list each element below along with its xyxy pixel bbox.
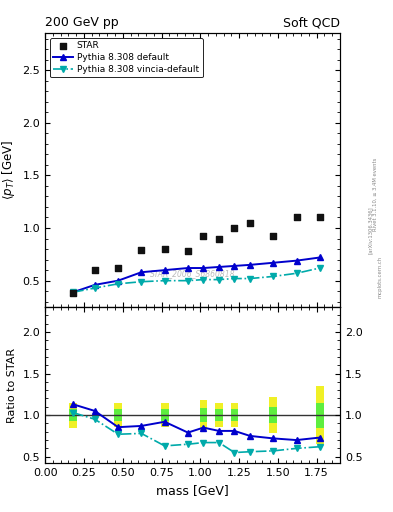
Pythia 8.308 default	[201, 265, 206, 271]
Pythia 8.308 default	[318, 254, 322, 261]
Pythia 8.308 vincia-default	[185, 278, 190, 284]
STAR	[115, 264, 121, 272]
Pythia 8.308 default	[71, 289, 75, 295]
Pythia 8.308 vincia-default	[318, 265, 322, 271]
Pythia 8.308 default	[116, 278, 121, 284]
Line: Pythia 8.308 vincia-default: Pythia 8.308 vincia-default	[70, 265, 323, 295]
Text: 200 GeV pp: 200 GeV pp	[45, 16, 119, 29]
STAR	[185, 247, 191, 255]
X-axis label: mass [GeV]: mass [GeV]	[156, 484, 229, 497]
Pythia 8.308 default	[217, 264, 221, 270]
STAR	[317, 214, 323, 222]
STAR	[138, 246, 145, 254]
Pythia 8.308 default	[185, 265, 190, 271]
Text: STAR_2006_S6860818: STAR_2006_S6860818	[150, 270, 235, 279]
Text: Rivet 3.1.10, ≥ 3.4M events: Rivet 3.1.10, ≥ 3.4M events	[373, 158, 378, 231]
Pythia 8.308 default	[139, 269, 144, 275]
Text: Soft QCD: Soft QCD	[283, 16, 340, 29]
Pythia 8.308 default	[248, 262, 252, 268]
STAR	[162, 245, 168, 253]
STAR	[70, 289, 76, 297]
Pythia 8.308 default	[162, 267, 167, 273]
Text: mcplots.cern.ch: mcplots.cern.ch	[378, 255, 383, 297]
STAR	[200, 232, 207, 241]
STAR	[270, 232, 276, 241]
Y-axis label: $\langle p_T \rangle$ [GeV]: $\langle p_T \rangle$ [GeV]	[0, 140, 17, 200]
STAR	[231, 224, 238, 232]
Pythia 8.308 vincia-default	[92, 285, 97, 291]
Pythia 8.308 vincia-default	[162, 278, 167, 284]
Pythia 8.308 vincia-default	[271, 273, 275, 280]
Y-axis label: Ratio to STAR: Ratio to STAR	[7, 348, 17, 423]
Pythia 8.308 default	[294, 258, 299, 264]
Text: [arXiv:1306.3436]: [arXiv:1306.3436]	[368, 206, 373, 254]
STAR	[293, 214, 299, 222]
STAR	[92, 266, 98, 274]
STAR	[247, 219, 253, 227]
Pythia 8.308 default	[92, 282, 97, 288]
Pythia 8.308 vincia-default	[217, 276, 221, 283]
Pythia 8.308 default	[232, 263, 237, 269]
Pythia 8.308 vincia-default	[139, 279, 144, 285]
Legend: STAR, Pythia 8.308 default, Pythia 8.308 vincia-default: STAR, Pythia 8.308 default, Pythia 8.308…	[50, 38, 202, 77]
Line: Pythia 8.308 default: Pythia 8.308 default	[70, 254, 323, 295]
Pythia 8.308 vincia-default	[201, 276, 206, 283]
Pythia 8.308 vincia-default	[116, 281, 121, 287]
Pythia 8.308 vincia-default	[232, 275, 237, 282]
Pythia 8.308 default	[271, 260, 275, 266]
STAR	[216, 234, 222, 243]
Pythia 8.308 vincia-default	[71, 289, 75, 295]
Pythia 8.308 vincia-default	[248, 275, 252, 282]
Pythia 8.308 vincia-default	[294, 270, 299, 276]
